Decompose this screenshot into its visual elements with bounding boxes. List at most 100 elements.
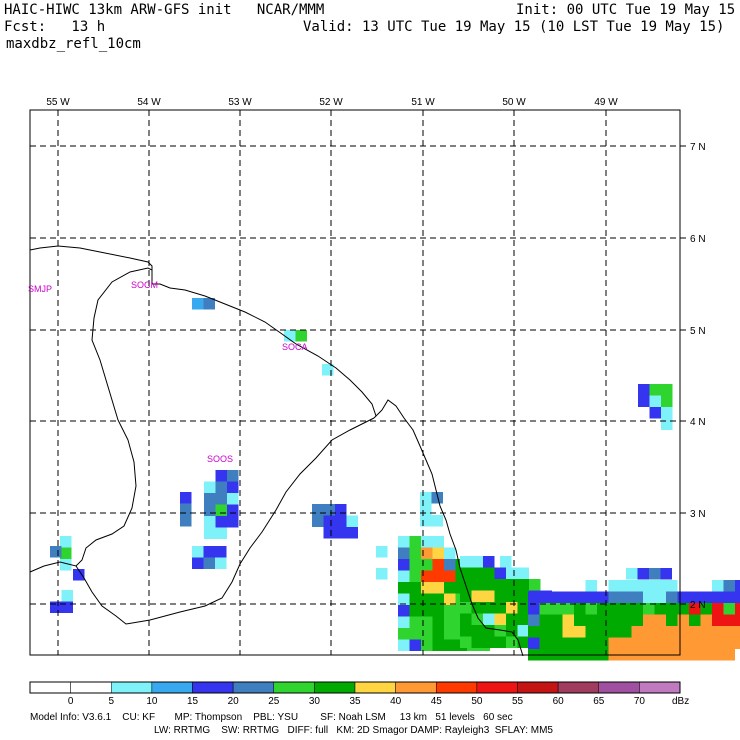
colorbar-tick-label: 45 — [431, 696, 443, 707]
colorbar-tick-label: 55 — [512, 696, 524, 707]
colorbar-box — [29, 681, 71, 694]
reflectivity-cell — [432, 570, 444, 582]
reflectivity-cell — [335, 515, 347, 527]
reflectivity-cell — [204, 516, 216, 528]
reflectivity-cell — [631, 614, 643, 626]
reflectivity-cell — [483, 602, 495, 614]
lat-labels: 7 N 6 N 5 N 4 N 3 N 2 N — [690, 142, 706, 611]
lon-label: 54 W — [137, 97, 161, 108]
reflectivity-cell — [643, 614, 655, 626]
colorbar-tick-label: 15 — [187, 696, 199, 707]
colorbar-box — [111, 681, 153, 694]
reflectivity-cell — [483, 579, 495, 591]
reflectivity-cell — [597, 626, 609, 638]
reflectivity-cell — [203, 557, 215, 569]
reflectivity-cell — [551, 603, 563, 615]
border-suriname-guyana — [29, 267, 153, 573]
reflectivity-cell — [227, 493, 239, 505]
reflectivity-cell — [539, 591, 551, 603]
border-suriname-south — [75, 417, 375, 625]
reflectivity-cell — [506, 625, 518, 637]
reflectivity-cell — [585, 614, 597, 626]
reflectivity-cell — [551, 614, 563, 626]
reflectivity-cell — [444, 582, 456, 594]
reflectivity-cell — [50, 546, 62, 558]
reflectivity-cell — [700, 649, 712, 661]
colorbar-frame — [29, 681, 681, 694]
reflectivity-cell — [620, 626, 632, 638]
reflectivity-cell — [677, 626, 689, 638]
reflectivity-cell — [631, 626, 643, 638]
reflectivity-cell — [666, 637, 678, 649]
reflectivity-cell — [689, 603, 701, 615]
reflectivity-cell — [215, 516, 227, 528]
reflectivity-cell — [528, 637, 540, 649]
reflectivity-cell — [494, 613, 506, 625]
colorbar-box — [476, 681, 518, 694]
reflectivity-cell — [312, 504, 324, 516]
reflectivity-cell — [444, 639, 456, 651]
reflectivity-cell — [528, 591, 540, 603]
reflectivity-cell — [460, 625, 472, 637]
reflectivity-cell — [460, 567, 472, 579]
colorbar-box — [557, 681, 599, 694]
ticks — [680, 145, 686, 605]
reflectivity-cell — [409, 639, 421, 651]
reflectivity-cell — [517, 625, 529, 637]
reflectivity-cell — [539, 626, 551, 638]
reflectivity-cell — [506, 636, 518, 648]
reflectivity-cell — [335, 504, 347, 516]
reflectivity-cell — [723, 591, 735, 603]
lat-lon-grid — [30, 110, 680, 655]
reflectivity-cell — [215, 546, 227, 558]
reflectivity-cell — [444, 593, 456, 605]
lon-label: 55 W — [46, 97, 70, 108]
reflectivity-cell — [420, 503, 432, 515]
reflectivity-cell — [444, 570, 456, 582]
reflectivity-cell — [409, 570, 421, 582]
reflectivity-cell — [398, 605, 410, 617]
border-french-guiana — [152, 283, 377, 419]
reflectivity-cell — [723, 637, 735, 649]
reflectivity-cell — [506, 567, 518, 579]
reflectivity-cell — [689, 649, 701, 661]
reflectivity-cell — [712, 603, 724, 615]
reflectivity-cell — [585, 637, 597, 649]
reflectivity-cell — [227, 504, 239, 516]
reflectivity-cell — [227, 516, 239, 528]
reflectivity-cell — [346, 515, 358, 527]
reflectivity-cell — [631, 603, 643, 615]
reflectivity-cell — [506, 613, 518, 625]
reflectivity-cell — [494, 579, 506, 591]
reflectivity-cell — [192, 557, 204, 569]
reflectivity-cell — [597, 603, 609, 615]
reflectivity-cell — [73, 569, 85, 581]
colorbar-tick-label: 70 — [634, 696, 646, 707]
reflectivity-cell — [677, 591, 689, 603]
reflectivity-cell — [735, 580, 740, 592]
reflectivity-cell — [61, 601, 73, 613]
reflectivity-cell — [712, 649, 724, 661]
reflectivity-cell — [322, 364, 334, 376]
reflectivity-cell — [574, 591, 586, 603]
reflectivity-cell — [215, 493, 227, 505]
reflectivity-cell — [608, 580, 620, 592]
reflectivity-cell — [409, 616, 421, 628]
reflectivity-cell — [215, 527, 227, 539]
colorbar-box — [314, 681, 356, 694]
reflectivity-cell — [585, 591, 597, 603]
reflectivity-cell — [409, 605, 421, 617]
reflectivity-cell — [346, 527, 358, 539]
valid-time: Valid: 13 UTC Tue 19 May 15 (10 LST Tue … — [303, 19, 725, 35]
colorbar-tick-label: 20 — [228, 696, 240, 707]
reflectivity-cell — [215, 470, 227, 482]
forecast-hour: Fcst: 13 h — [4, 19, 106, 35]
colorbar-box — [639, 681, 681, 694]
reflectivity-cell — [494, 590, 506, 602]
colorbar-tick-label: 50 — [471, 696, 483, 707]
reflectivity-cell — [735, 614, 740, 626]
reflectivity-cell — [643, 580, 655, 592]
reflectivity-cell — [444, 605, 456, 617]
reflectivity-cell — [660, 568, 672, 580]
reflectivity-cell — [409, 536, 421, 548]
